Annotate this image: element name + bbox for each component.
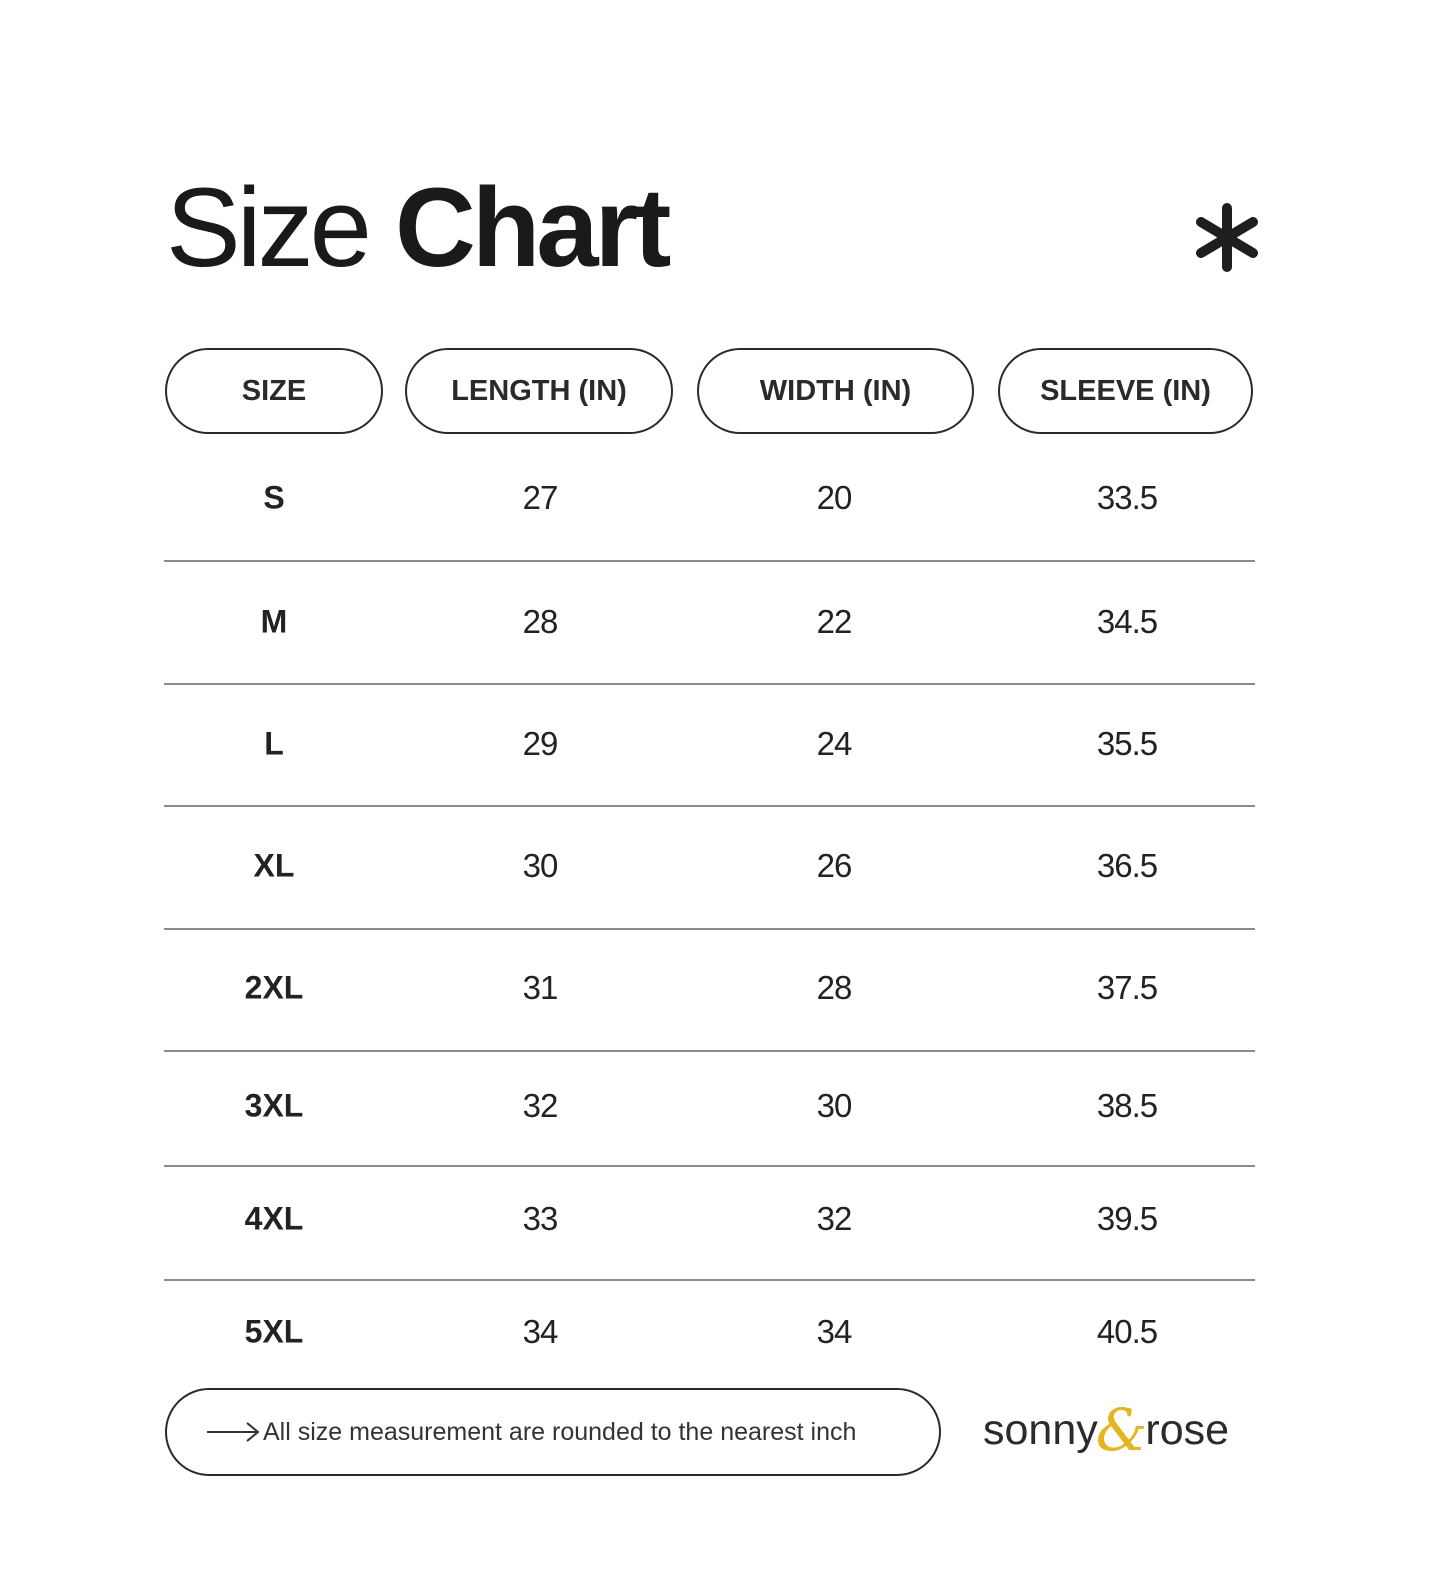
row-divider xyxy=(164,683,1255,685)
table-cell: 27 xyxy=(522,479,559,516)
table-cell: 40.5 xyxy=(1096,1313,1158,1350)
table-cell: 34 xyxy=(816,1313,853,1350)
row-divider xyxy=(164,1165,1255,1167)
row-divider xyxy=(164,805,1255,807)
table-cell: 35.5 xyxy=(1096,725,1158,762)
size-label: 3XL xyxy=(244,1087,304,1124)
table-cell: 37.5 xyxy=(1096,969,1158,1006)
table-cell: 30 xyxy=(522,847,559,884)
size-label: 5XL xyxy=(244,1313,304,1350)
table-cell: 28 xyxy=(816,969,853,1006)
table-cell: 29 xyxy=(522,725,559,762)
table-cell: 24 xyxy=(816,725,853,762)
row-divider xyxy=(164,560,1255,562)
footer-note: All size measurement are rounded to the … xyxy=(165,1388,941,1476)
size-label: M xyxy=(260,603,288,640)
table-cell: 39.5 xyxy=(1096,1200,1158,1237)
size-label: 4XL xyxy=(244,1200,304,1237)
table-cell: 30 xyxy=(816,1087,853,1124)
table-cell: 34.5 xyxy=(1096,603,1158,640)
table-cell: 34 xyxy=(522,1313,559,1350)
asterisk-icon xyxy=(1196,203,1258,272)
footer-note-text: All size measurement are rounded to the … xyxy=(263,1417,857,1446)
table-cell: 33 xyxy=(522,1200,559,1237)
table-cell: 20 xyxy=(816,479,853,516)
size-label: XL xyxy=(253,847,295,884)
logo-right: rose xyxy=(1145,1405,1230,1454)
title-bold: Chart xyxy=(395,165,671,290)
column-header: WIDTH (IN) xyxy=(697,348,974,434)
brand-logo: sonny & rose xyxy=(983,1395,1229,1465)
table-cell: 32 xyxy=(522,1087,559,1124)
table-cell: 36.5 xyxy=(1096,847,1158,884)
table-cell: 28 xyxy=(522,603,559,640)
size-label: 2XL xyxy=(244,969,304,1006)
row-divider xyxy=(164,928,1255,930)
logo-ampersand: & xyxy=(1095,1396,1148,1464)
row-divider xyxy=(164,1279,1255,1281)
table-cell: 31 xyxy=(522,969,559,1006)
arrow-right-icon xyxy=(207,1422,260,1442)
title-light: Size xyxy=(166,165,372,290)
table-cell: 32 xyxy=(816,1200,853,1237)
column-header: SLEEVE (IN) xyxy=(998,348,1253,434)
size-label: S xyxy=(263,479,285,516)
logo-left: sonny xyxy=(983,1405,1098,1454)
column-header: LENGTH (IN) xyxy=(405,348,673,434)
table-cell: 26 xyxy=(816,847,853,884)
row-divider xyxy=(164,1050,1255,1052)
column-header: SIZE xyxy=(165,348,383,434)
table-cell: 38.5 xyxy=(1096,1087,1158,1124)
table-cell: 33.5 xyxy=(1096,479,1158,516)
size-label: L xyxy=(264,725,284,762)
table-cell: 22 xyxy=(816,603,853,640)
page-title: Size Chart xyxy=(166,172,671,284)
